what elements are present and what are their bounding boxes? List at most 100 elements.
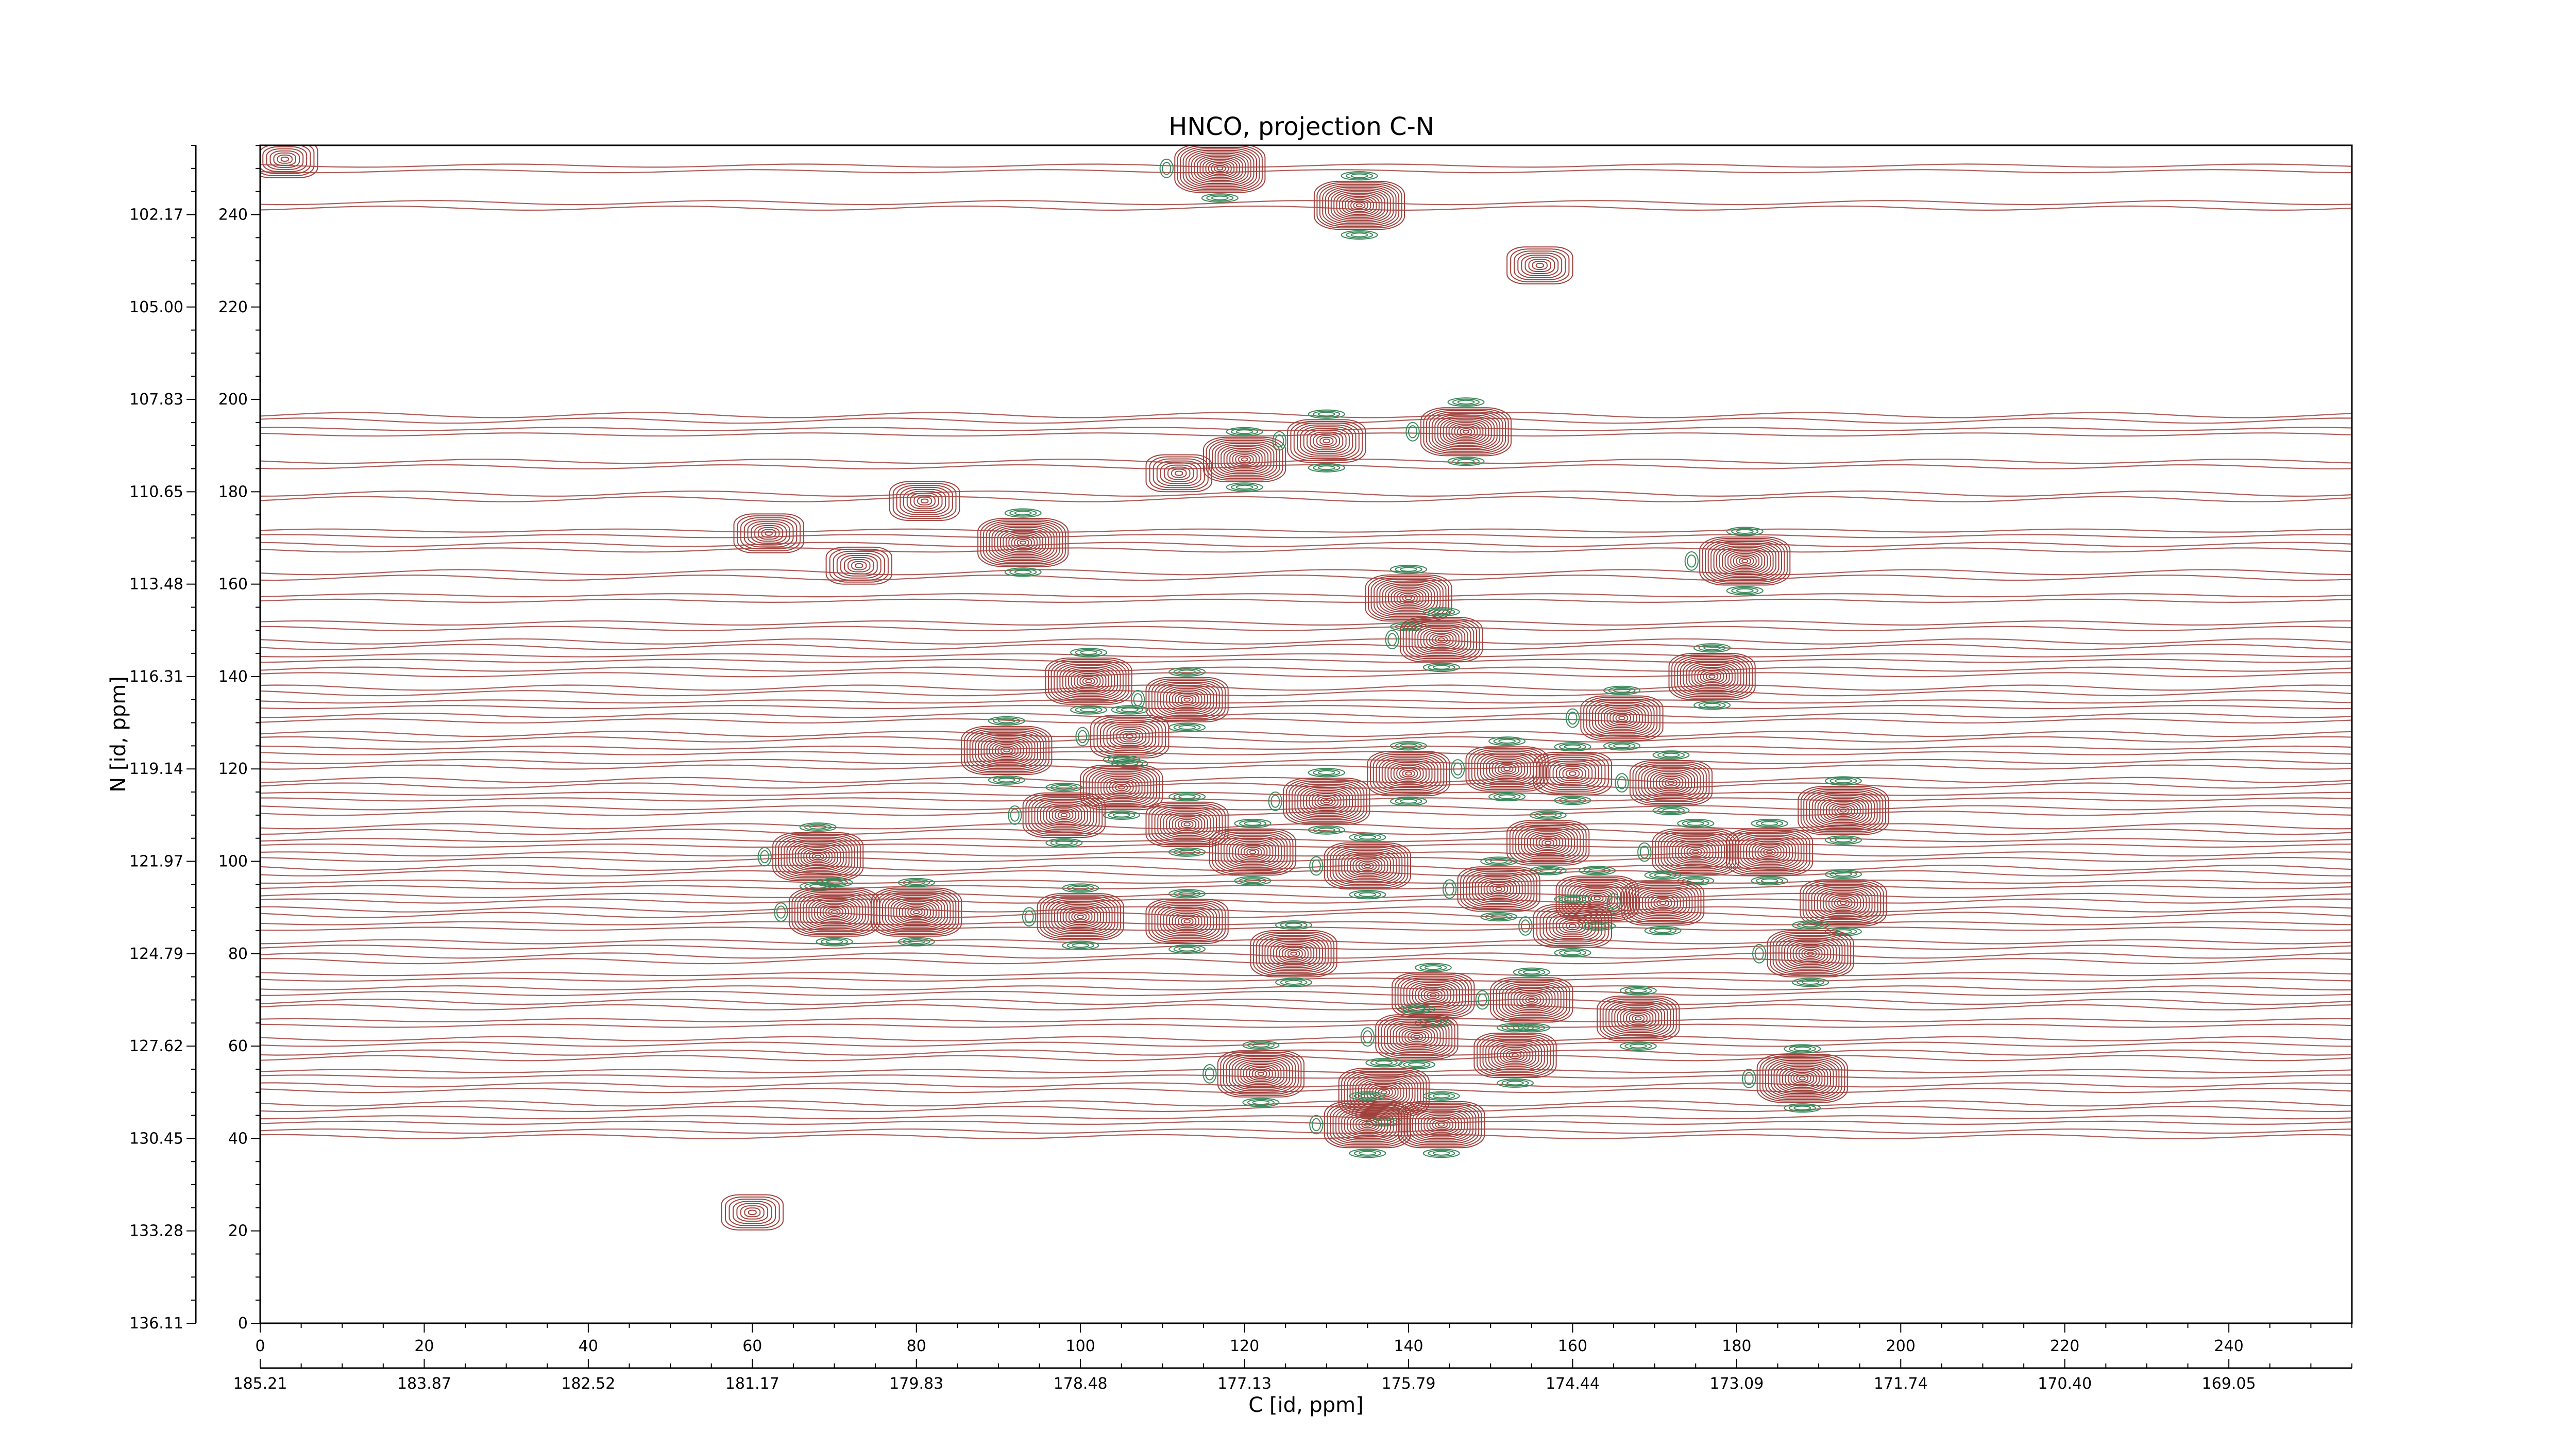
contour-ring: [1045, 898, 1116, 936]
y-index-tick-label: 220: [218, 298, 248, 316]
contour-ring: [273, 152, 296, 166]
noise-contour-line: [260, 672, 2352, 678]
negative-contour-ring: [1608, 687, 1636, 694]
contour-ring: [1683, 661, 1741, 693]
contour-ring: [1390, 763, 1427, 784]
contour-ring: [1511, 988, 1553, 1012]
peak-contour: [1250, 920, 1337, 987]
contour-ring: [1068, 910, 1093, 924]
contour-ring: [1300, 787, 1353, 816]
contour-ring: [1261, 936, 1326, 971]
contour-ring: [980, 736, 1033, 765]
contour-ring: [1538, 837, 1557, 848]
negative-contour-ring: [1644, 870, 1682, 880]
contour-ring: [1448, 422, 1484, 442]
contour-ring: [1317, 796, 1336, 806]
contour-ring: [1243, 847, 1262, 857]
contour-ring: [1399, 768, 1418, 779]
contour-ring: [1037, 800, 1091, 830]
contour-ring: [1358, 1119, 1377, 1130]
contour-ring: [1668, 653, 1756, 700]
contour-ring: [277, 154, 293, 164]
contour-ring: [1037, 893, 1124, 940]
contour-ring: [1082, 677, 1095, 685]
negative-contour-ring: [1742, 1069, 1756, 1088]
contour-ring: [1426, 410, 1506, 453]
negative-contour-ring: [897, 878, 935, 887]
contour-ring: [1521, 828, 1575, 858]
peak-contour: [825, 546, 892, 585]
contour-ring: [1246, 1066, 1276, 1082]
peak-contour: [1726, 818, 1814, 886]
contour-ring: [1680, 659, 1744, 694]
contour-ring: [1620, 1008, 1656, 1029]
contour-ring: [1400, 617, 1483, 663]
contour-ring: [1787, 1070, 1817, 1087]
negative-contour-ring: [1050, 784, 1078, 791]
contour-ring: [1506, 246, 1573, 284]
contour-ring: [761, 529, 776, 538]
contour-ring: [1100, 776, 1143, 799]
peak-contour: [1313, 171, 1405, 240]
contour-ring: [1330, 845, 1405, 887]
contour-ring: [1212, 830, 1294, 874]
contour-ring: [1840, 808, 1847, 813]
negative-contour-ring: [1539, 868, 1557, 873]
contour-ring: [1145, 454, 1212, 493]
negative-contour-ring: [1432, 1151, 1450, 1156]
contour-ring: [1235, 454, 1254, 465]
negative-contour-ring: [988, 716, 1025, 726]
contour-ring: [1169, 689, 1206, 710]
contour-ring: [1782, 1067, 1823, 1090]
negative-contour-ring: [1824, 835, 1862, 845]
noise-contour-line: [260, 1100, 2352, 1107]
contour-ring: [1495, 887, 1502, 891]
contour-ring: [1638, 765, 1704, 801]
contour-ring: [1287, 419, 1366, 463]
contour-ring: [1496, 980, 1568, 1020]
contour-ring: [1700, 670, 1724, 683]
negative-contour-ring: [1270, 795, 1280, 808]
negative-contour-ring: [1390, 622, 1427, 632]
noise-contour-line: [260, 1120, 2352, 1125]
contour-ring: [1657, 831, 1734, 873]
contour-ring: [1429, 632, 1454, 647]
negative-contour-ring: [1703, 645, 1721, 651]
contour-ring: [1549, 913, 1596, 939]
contour-ring: [1692, 850, 1699, 854]
negative-contour-ring: [1613, 688, 1631, 693]
contour-ring: [811, 899, 858, 925]
peak-contour: [1442, 856, 1540, 922]
contour-ring: [1800, 787, 1887, 834]
negative-contour-ring: [1178, 794, 1196, 799]
contour-ring: [851, 561, 867, 570]
negative-contour-ring: [799, 822, 837, 832]
contour-ring: [1465, 746, 1549, 792]
contour-ring: [1512, 823, 1584, 863]
contour-ring: [1185, 149, 1255, 187]
contour-ring: [1221, 446, 1269, 473]
contour-ring: [1805, 882, 1882, 924]
contour-ring: [1240, 1063, 1282, 1085]
contour-ring: [1778, 936, 1843, 971]
contour-ring: [1655, 830, 1737, 874]
negative-contour-ring: [1726, 586, 1764, 596]
contour-ring: [1617, 1006, 1659, 1030]
contour-ring: [978, 735, 1036, 766]
contour-ring: [1614, 1005, 1663, 1032]
contour-ring: [1226, 1055, 1296, 1093]
contour-ring: [986, 523, 1060, 563]
contour-ring: [1674, 656, 1750, 697]
noise-contour-line: [260, 791, 2352, 796]
contour-ring: [1811, 793, 1875, 828]
contour-ring: [1749, 840, 1790, 864]
negative-contour-ring: [1751, 818, 1788, 829]
contour-ring: [961, 726, 1053, 776]
contour-ring: [1659, 901, 1667, 905]
contour-ring: [740, 1205, 765, 1220]
contour-ring: [1291, 782, 1362, 820]
y-index-tick-label: 100: [218, 853, 248, 871]
peak-contour: [1022, 883, 1124, 950]
contour-ring: [840, 554, 878, 577]
contour-ring: [1767, 930, 1854, 978]
